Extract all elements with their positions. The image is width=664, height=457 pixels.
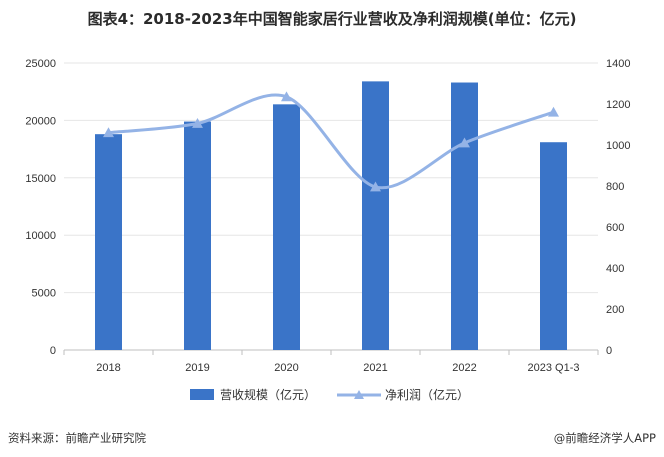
source-note: 资料来源：前瞻产业研究院: [8, 431, 146, 445]
bar-series: [95, 81, 567, 351]
bar: [273, 104, 300, 350]
axis-layer: 0 5000 10000 15000 20000 25000 0 200 400 600 800 10…: [25, 58, 630, 374]
x-tick-label: 2023 Q1-3: [528, 362, 580, 374]
legend-line-label: 净利润（亿元）: [385, 387, 469, 402]
x-tick-label: 2018: [96, 362, 120, 374]
y-left-tick-label: 25000: [25, 58, 56, 70]
legend: 营收规模（亿元） 净利润（亿元）: [190, 387, 469, 402]
line-series: [103, 91, 559, 192]
net-profit-line: [107, 93, 555, 190]
legend-bar-label: 营收规模（亿元）: [220, 387, 316, 402]
y-left-tick-label: 10000: [25, 230, 56, 242]
x-tick-label: 2020: [274, 362, 298, 374]
line-marker: [548, 106, 559, 117]
grid-layer: [64, 62, 598, 294]
line-marker: [459, 137, 470, 148]
brand-note: @前瞻经济学人APP: [553, 431, 656, 445]
y-right-tick-label: 400: [606, 263, 624, 275]
x-tick-label: 2022: [452, 362, 476, 374]
y-left-tick-label: 15000: [25, 173, 56, 185]
bar: [451, 82, 478, 351]
y-left-tick-label: 0: [50, 345, 56, 357]
y-right-tick-label: 600: [606, 222, 624, 234]
bar: [540, 142, 567, 350]
line-marker: [192, 117, 203, 128]
bar: [95, 134, 122, 350]
line-marker: [281, 91, 292, 102]
bar: [362, 81, 389, 351]
y-left-tick-label: 5000: [32, 288, 56, 300]
line-marker: [370, 181, 381, 192]
line-marker: [103, 127, 114, 138]
y-right-tick-label: 200: [606, 304, 624, 316]
x-tick-label: 2021: [363, 362, 387, 374]
y-right-tick-label: 800: [606, 181, 624, 193]
legend-line-marker: [354, 390, 364, 399]
y-right-tick-label: 1400: [606, 58, 630, 70]
chart-title: 图表4：2018-2023年中国智能家居行业营收及净利润规模(单位：亿元): [87, 10, 577, 28]
y-right-tick-label: 0: [606, 345, 612, 357]
y-left-tick-label: 20000: [25, 115, 56, 127]
y-right-tick-label: 1000: [606, 140, 630, 152]
bar: [184, 121, 211, 350]
y-right-tick-label: 1200: [606, 99, 630, 111]
x-tick-label: 2019: [185, 362, 209, 374]
legend-bar-swatch: [190, 389, 214, 400]
